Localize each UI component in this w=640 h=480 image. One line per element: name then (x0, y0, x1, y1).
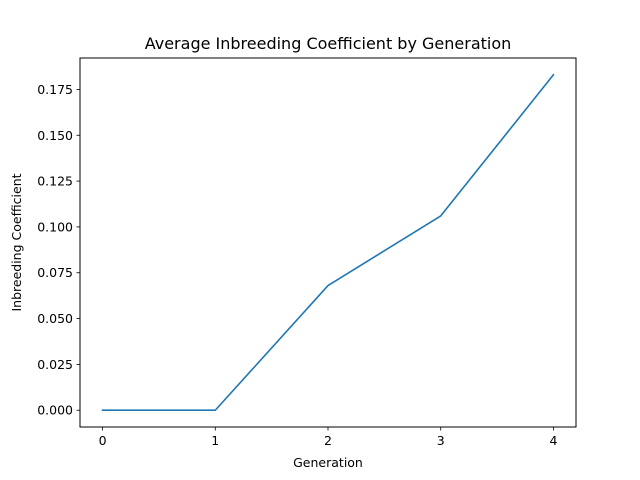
plot-area (80, 58, 576, 427)
y-axis-label: Inbreeding Coefficient (9, 173, 24, 311)
y-tick-label: 0.175 (37, 82, 73, 97)
y-axis-ticks: 0.000 0.025 0.050 0.075 0.100 0.125 0.150 0.175 (37, 82, 80, 418)
y-tick-label: 0.100 (37, 219, 73, 234)
y-tick-label: 0.125 (37, 174, 73, 189)
y-tick-label: 0.000 (37, 403, 73, 418)
plot-frame (79, 57, 577, 428)
chart-title: Average Inbreeding Coefficient by Genera… (145, 34, 512, 53)
series-lines (101, 73, 555, 412)
series-line-0 (101, 73, 555, 412)
x-tick-label: 1 (211, 433, 219, 448)
x-tick-label: 2 (324, 433, 332, 448)
x-axis-label: Generation (293, 455, 363, 470)
x-tick-label: 3 (437, 433, 445, 448)
y-tick-label: 0.025 (37, 357, 73, 372)
x-tick-label: 4 (549, 433, 557, 448)
y-tick-label: 0.150 (37, 128, 73, 143)
y-tick-label: 0.050 (37, 311, 73, 326)
x-tick-label: 0 (99, 433, 107, 448)
x-axis-ticks: 0 1 2 3 4 (99, 427, 557, 448)
y-tick-label: 0.075 (37, 265, 73, 280)
